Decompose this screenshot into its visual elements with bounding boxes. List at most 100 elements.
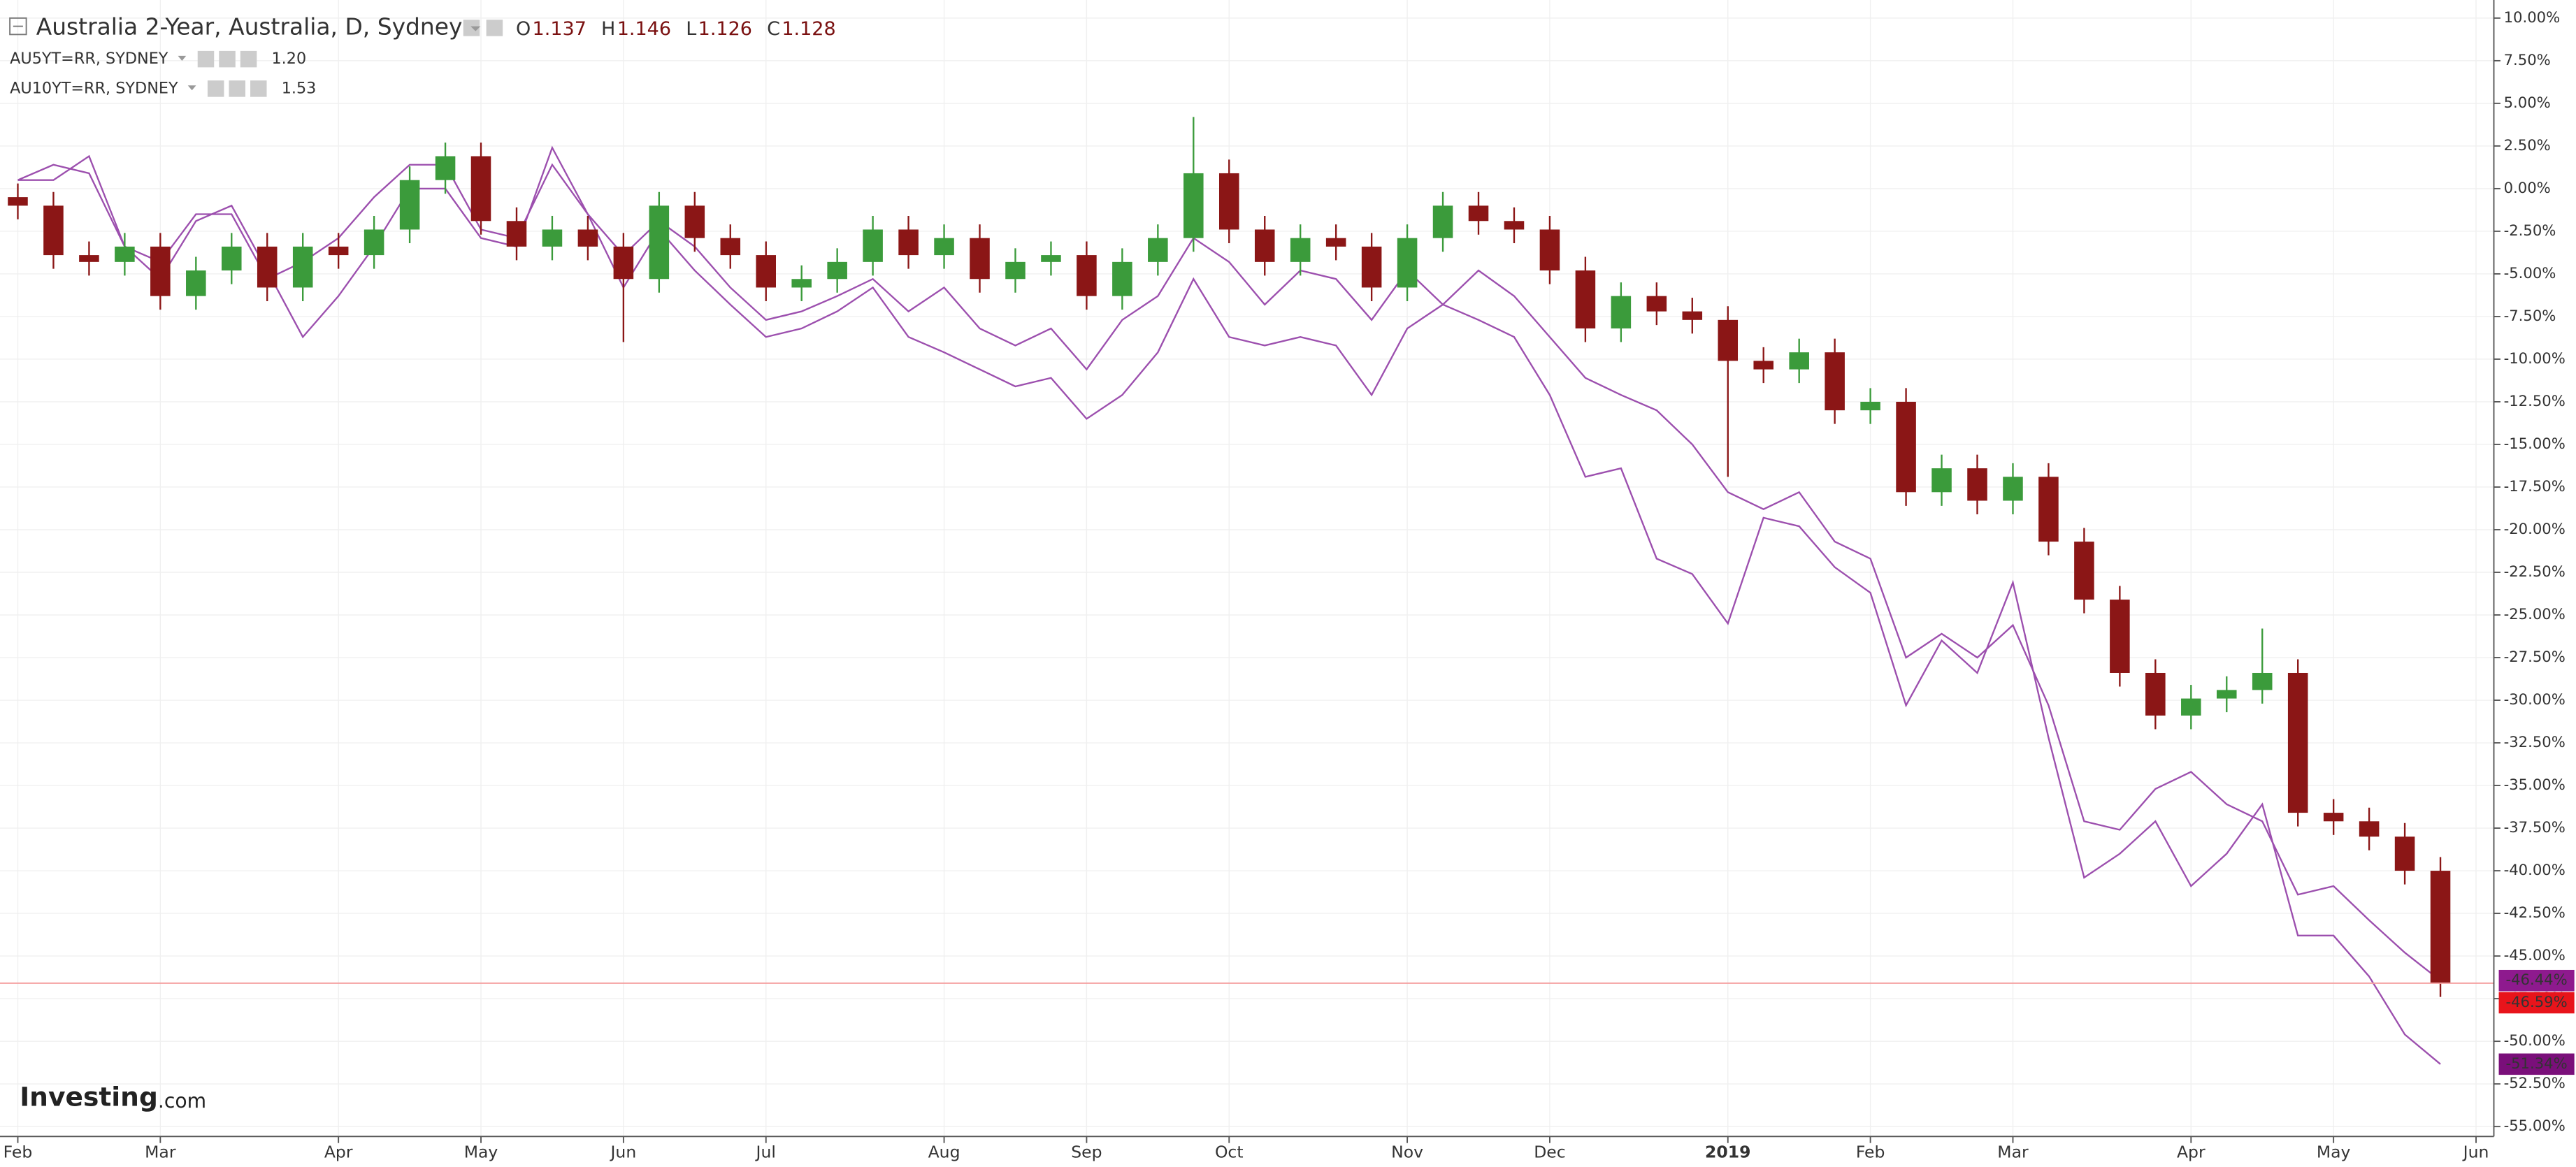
y-tick-label: -37.50% bbox=[2504, 818, 2566, 836]
candle-body bbox=[1860, 401, 1880, 411]
candle-body bbox=[577, 229, 598, 247]
y-tick-label: -17.50% bbox=[2504, 477, 2566, 495]
legend-icon[interactable] bbox=[240, 50, 257, 68]
last-value-tag bbox=[2498, 992, 2575, 1014]
candle-body bbox=[364, 229, 384, 256]
candle-body bbox=[506, 221, 527, 247]
candle-body bbox=[43, 205, 64, 256]
y-tick-label: -50.00% bbox=[2504, 1031, 2566, 1049]
candle-body bbox=[1611, 296, 1632, 329]
ohlc-value: 1.137 bbox=[533, 18, 587, 40]
candle-body bbox=[292, 246, 313, 288]
watermark-suffix: .com bbox=[158, 1089, 206, 1112]
candle-body bbox=[1254, 229, 1275, 262]
candle-body bbox=[1325, 238, 1346, 247]
x-tick-label: Apr bbox=[2177, 1142, 2206, 1161]
chart-title: Australia 2-Year, Australia, D, Sydney bbox=[36, 13, 463, 40]
y-tick-label: -10.00% bbox=[2504, 349, 2566, 367]
x-tick-label: Sep bbox=[1071, 1142, 1102, 1161]
candle-body bbox=[1504, 221, 1525, 230]
x-tick-label: Jun bbox=[2462, 1142, 2489, 1161]
candle-body bbox=[435, 156, 456, 180]
candle-body bbox=[1148, 238, 1168, 262]
candle-body bbox=[649, 205, 670, 280]
legend-value: 1.20 bbox=[271, 50, 306, 68]
candle-body bbox=[257, 246, 278, 288]
x-tick-label: Nov bbox=[1391, 1142, 1423, 1161]
legend-dropdown[interactable] bbox=[178, 55, 187, 61]
candle-body bbox=[863, 229, 883, 262]
candle-body bbox=[934, 238, 954, 256]
x-tick-label: Feb bbox=[3, 1142, 33, 1161]
y-tick-label: -42.50% bbox=[2504, 904, 2566, 921]
y-tick-label: -40.00% bbox=[2504, 861, 2566, 878]
candle-body bbox=[1005, 261, 1026, 280]
x-tick-label: May bbox=[464, 1142, 498, 1161]
candle-body bbox=[1041, 255, 1061, 262]
y-tick-label: 5.00% bbox=[2504, 94, 2551, 111]
candle-body bbox=[2145, 672, 2166, 716]
watermark-brand: Investing bbox=[20, 1082, 158, 1112]
legend-icon[interactable] bbox=[219, 50, 236, 68]
candle-body bbox=[115, 246, 135, 262]
ohlc-value: 1.128 bbox=[782, 18, 835, 40]
y-tick-label: -32.50% bbox=[2504, 733, 2566, 751]
y-tick-label: -2.50% bbox=[2504, 222, 2556, 239]
series-line bbox=[17, 145, 2441, 1065]
header-icon[interactable] bbox=[486, 20, 503, 36]
legend-dropdown[interactable] bbox=[187, 85, 196, 91]
candle-body bbox=[2074, 542, 2094, 600]
last-value-label: -46.44% bbox=[2505, 971, 2567, 988]
last-value-tag bbox=[2498, 969, 2575, 992]
x-tick-label: Dec bbox=[1534, 1142, 1565, 1161]
y-tick-label: -27.50% bbox=[2504, 648, 2566, 665]
x-tick-label: Aug bbox=[928, 1142, 960, 1161]
plot bbox=[0, 117, 2494, 1065]
y-tick-label: -15.00% bbox=[2504, 435, 2566, 452]
candle-body bbox=[186, 270, 206, 296]
x-tick-label: May bbox=[2317, 1142, 2351, 1161]
candle-body bbox=[1432, 205, 1453, 238]
x-tick-label: Apr bbox=[324, 1142, 353, 1161]
y-tick-label: -20.00% bbox=[2504, 520, 2566, 537]
candle-body bbox=[2181, 698, 2201, 716]
ohlc-label: C bbox=[767, 18, 780, 40]
legend-value: 1.53 bbox=[282, 79, 317, 97]
ohlc-value: 1.146 bbox=[617, 18, 671, 40]
ohlc-legend: O 1.137 H 1.146 L 1.126 C 1.128 bbox=[463, 18, 836, 40]
title-dropdown[interactable] bbox=[470, 26, 481, 31]
legend-label: AU5YT=RR, SYDNEY bbox=[10, 50, 168, 68]
candle-body bbox=[1896, 401, 1916, 493]
candle-body bbox=[1290, 238, 1311, 262]
axis-labels: 10.00% 7.50% 5.00% 2.50% 0.00% -2.50% -5.00% -7… bbox=[3, 8, 2575, 1161]
collapse-icon[interactable] bbox=[9, 17, 27, 36]
legend-icon[interactable] bbox=[197, 50, 215, 68]
y-tick-label: 0.00% bbox=[2504, 179, 2551, 196]
legend-icon[interactable] bbox=[250, 80, 267, 97]
candle-body bbox=[2394, 836, 2415, 871]
candle-body bbox=[1077, 255, 1097, 296]
candle-body bbox=[150, 246, 171, 296]
y-tick-label: -25.00% bbox=[2504, 605, 2566, 623]
candle-body bbox=[613, 246, 634, 280]
y-tick-label: 7.50% bbox=[2504, 51, 2551, 68]
legend-icon[interactable] bbox=[207, 80, 224, 97]
candle-body bbox=[399, 180, 420, 230]
candle-body bbox=[791, 279, 812, 288]
candle-body bbox=[8, 197, 28, 206]
candle-body bbox=[328, 246, 349, 256]
header-icon[interactable] bbox=[463, 20, 480, 36]
candle-body bbox=[470, 156, 491, 222]
candle-body bbox=[1825, 352, 1845, 411]
x-tick-label: 2019 bbox=[1705, 1142, 1750, 1161]
last-value-label: -51.34% bbox=[2505, 1054, 2567, 1072]
candle-body bbox=[1646, 296, 1667, 312]
y-tick-label: -45.00% bbox=[2504, 946, 2566, 964]
legend-icon[interactable] bbox=[229, 80, 245, 97]
candle-body bbox=[827, 261, 847, 280]
y-tick-label: -35.00% bbox=[2504, 776, 2566, 793]
last-value-label: -46.59% bbox=[2505, 993, 2567, 1010]
candle-body bbox=[79, 255, 99, 262]
candle-body bbox=[1789, 352, 1809, 370]
y-tick-label: -55.00% bbox=[2504, 1117, 2566, 1134]
